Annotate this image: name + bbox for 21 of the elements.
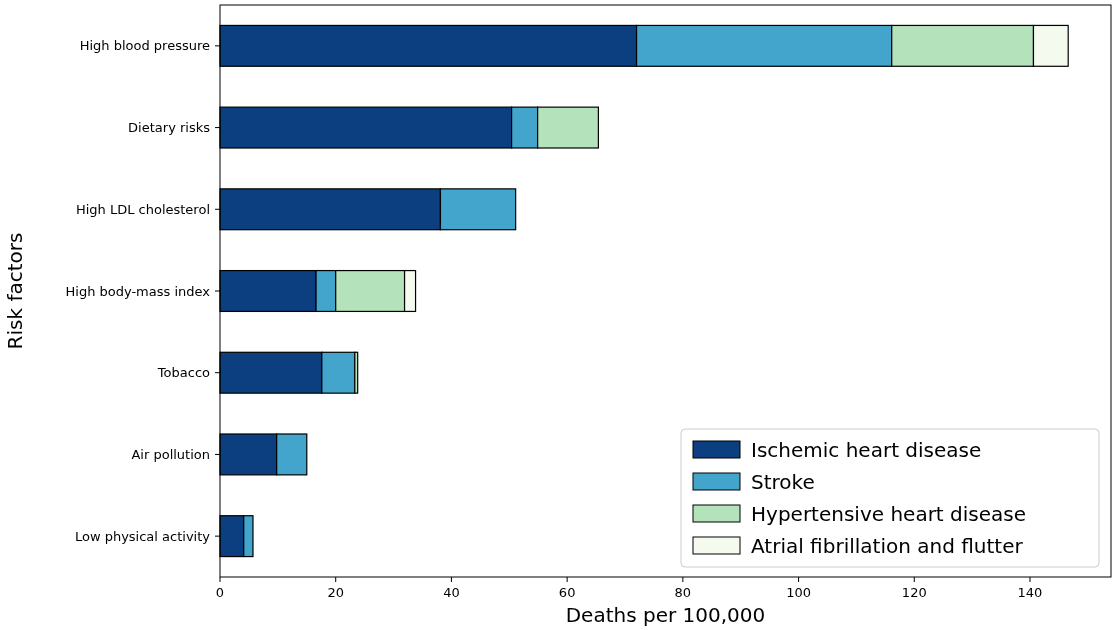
- y-tick-label: High blood pressure: [79, 38, 210, 54]
- y-tick-label: Low physical activity: [74, 528, 211, 544]
- legend-label: Ischemic heart disease: [751, 438, 982, 462]
- y-tick-label: Air pollution: [131, 446, 210, 462]
- x-tick-label: 0: [215, 585, 225, 600]
- x-tick-label: 120: [901, 585, 927, 600]
- y-tick-label: High LDL cholesterol: [75, 201, 210, 217]
- x-tick-label: 80: [674, 585, 692, 600]
- y-tick-label: Tobacco: [156, 365, 211, 381]
- legend-label: Stroke: [751, 470, 815, 494]
- x-tick-label: 20: [327, 585, 344, 600]
- x-tick-label: 40: [443, 585, 460, 600]
- y-tick-label: High body-mass index: [65, 283, 211, 299]
- x-axis-title: Deaths per 100,000: [565, 603, 766, 627]
- y-axis-title: Risk factors: [3, 232, 27, 350]
- legend-label: Atrial fibrillation and flutter: [751, 534, 1024, 558]
- legend-label: Hypertensive heart disease: [751, 502, 1027, 526]
- x-tick-label: 100: [786, 585, 811, 600]
- x-tick-label: 140: [1017, 585, 1043, 600]
- y-tick-label: Dietary risks: [128, 120, 211, 136]
- x-tick-label: 60: [558, 585, 576, 600]
